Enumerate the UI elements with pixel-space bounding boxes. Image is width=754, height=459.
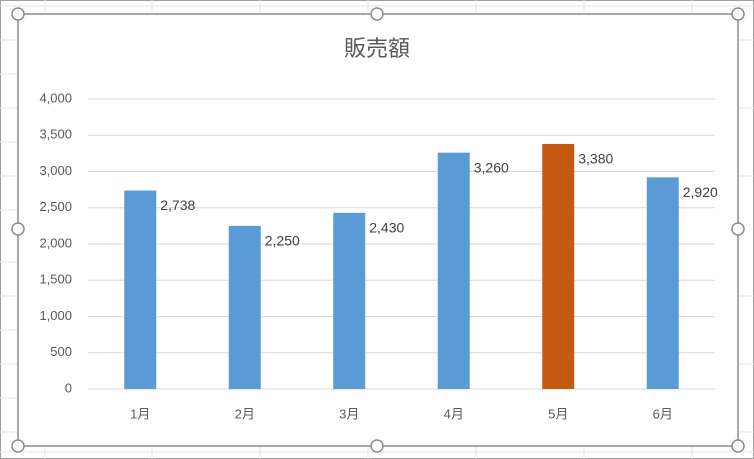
bar: [124, 190, 157, 389]
x-tick-label: 2月: [235, 406, 255, 421]
x-tick-label: 1月: [130, 406, 150, 421]
data-label: 2,920: [683, 184, 718, 200]
chart-title: 販売額: [344, 36, 410, 61]
bar: [646, 177, 679, 389]
y-tick-label: 3,500: [39, 127, 72, 142]
y-tick-label: 500: [50, 344, 72, 359]
y-tick-label: 2,000: [39, 235, 72, 250]
bar: [542, 143, 575, 389]
y-tick-label: 1,500: [39, 272, 72, 287]
x-tick-label: 6月: [653, 406, 673, 421]
x-tick-label: 4月: [444, 406, 464, 421]
x-tick-label: 5月: [548, 406, 568, 421]
data-label: 3,380: [578, 151, 613, 167]
bar: [333, 212, 366, 389]
data-label: 2,430: [369, 220, 404, 236]
y-tick-label: 4,000: [39, 90, 72, 105]
x-tick-label: 3月: [339, 406, 359, 421]
data-label: 2,250: [265, 233, 300, 249]
bar: [437, 152, 470, 389]
y-tick-label: 3,000: [39, 163, 72, 178]
y-tick-label: 1,000: [39, 308, 72, 323]
bar: [228, 225, 261, 389]
selection-handles[interactable]: [11, 7, 745, 453]
data-label: 2,738: [160, 197, 195, 213]
y-tick-label: 0: [65, 380, 72, 395]
plot-area: 0 500 1,000 1,500 2,000 2,500 3,000 3,500 4,000 1…: [39, 90, 718, 421]
data-label: 3,260: [474, 159, 509, 175]
y-tick-label: 2,500: [39, 199, 72, 214]
